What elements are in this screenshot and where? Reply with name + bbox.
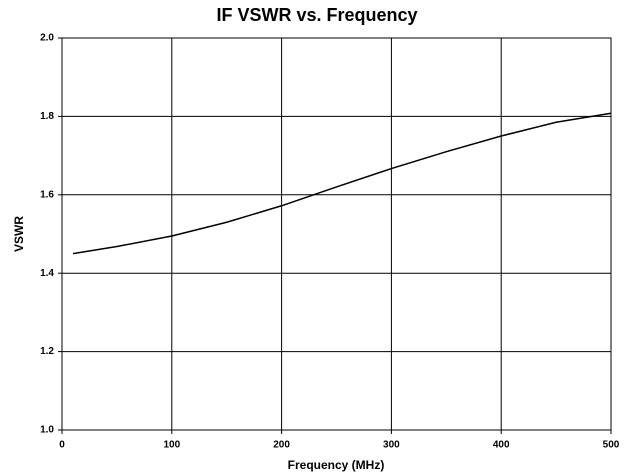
y-tick-label: 1.4 (40, 268, 54, 279)
y-tick-label: 1.2 (40, 346, 54, 357)
y-tick-label: 1.6 (40, 189, 54, 200)
y-tick-label: 1.0 (40, 425, 54, 436)
y-tick-label: 2.0 (40, 33, 54, 44)
chart-title: IF VSWR vs. Frequency (216, 5, 417, 25)
x-tick-label: 500 (603, 440, 620, 451)
y-tick-label: 1.8 (40, 111, 54, 122)
x-tick-label: 300 (383, 440, 400, 451)
x-tick-label: 400 (493, 440, 510, 451)
x-axis-label: Frequency (MHz) (288, 458, 385, 472)
y-axis-label: VSWR (12, 216, 26, 252)
x-tick-label: 0 (59, 440, 65, 451)
x-tick-label: 100 (163, 440, 180, 451)
line-series (72, 112, 612, 255)
plot-border (61, 37, 612, 431)
x-tick-label: 200 (273, 440, 290, 451)
